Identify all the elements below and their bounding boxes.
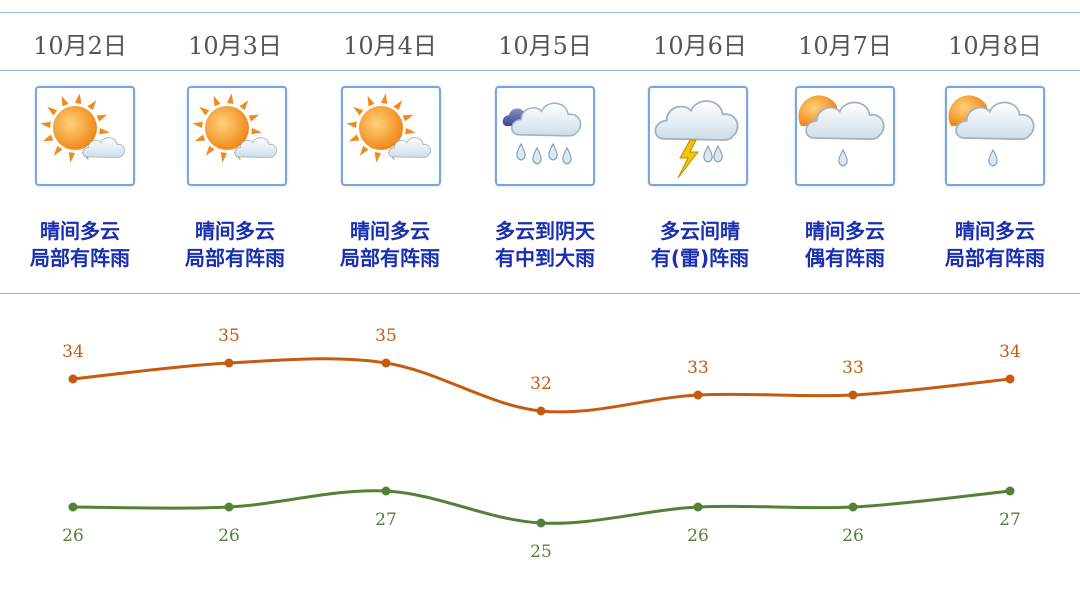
desc-line-2: 局部有阵雨 bbox=[30, 246, 130, 270]
high-temp-label: 33 bbox=[687, 358, 709, 378]
high-temp-label: 33 bbox=[842, 358, 864, 378]
desc-divider bbox=[0, 293, 1080, 294]
desc-line-1: 晴间多云 bbox=[195, 219, 275, 243]
day-date: 10月2日 bbox=[33, 32, 127, 60]
day-date: 10月4日 bbox=[343, 32, 437, 60]
desc-line-1: 多云到阴天 bbox=[495, 219, 595, 243]
high-temp-point bbox=[1005, 374, 1015, 384]
low-temp-label: 27 bbox=[375, 510, 397, 530]
high-temp-label: 35 bbox=[218, 326, 240, 346]
desc-line-2: 局部有阵雨 bbox=[340, 246, 440, 270]
low-temp-point bbox=[536, 518, 546, 528]
sun-cloud-icon bbox=[187, 86, 287, 186]
low-temp-label: 26 bbox=[842, 526, 864, 546]
low-temp-label: 26 bbox=[218, 526, 240, 546]
thunderstorm-icon bbox=[648, 86, 748, 186]
weather-description: 晴间多云 局部有阵雨 bbox=[315, 218, 465, 272]
low-temp-label: 27 bbox=[999, 510, 1021, 530]
weather-description: 晴间多云 局部有阵雨 bbox=[920, 218, 1070, 272]
sun-cloud-rain-icon bbox=[795, 86, 895, 186]
sun-cloud-rain-icon bbox=[945, 86, 1045, 186]
desc-line-2: 有中到大雨 bbox=[495, 246, 595, 270]
sun-cloud-icon bbox=[341, 86, 441, 186]
day-date: 10月3日 bbox=[188, 32, 282, 60]
high-temp-point bbox=[224, 358, 234, 368]
weather-description: 多云到阴天 有中到大雨 bbox=[470, 218, 620, 272]
weather-description: 晴间多云 局部有阵雨 bbox=[160, 218, 310, 272]
weather-description: 晴间多云 局部有阵雨 bbox=[5, 218, 155, 272]
weather-description: 晴间多云 偶有阵雨 bbox=[770, 218, 920, 272]
day-date: 10月5日 bbox=[498, 32, 592, 60]
heavy-rain-icon bbox=[495, 86, 595, 186]
low-temp-line bbox=[72, 489, 1011, 525]
desc-line-1: 晴间多云 bbox=[805, 219, 885, 243]
low-temp-point bbox=[693, 502, 703, 512]
low-temp-point bbox=[1005, 486, 1015, 496]
top-divider bbox=[0, 12, 1080, 13]
desc-line-2: 有(雷)阵雨 bbox=[650, 246, 750, 270]
weather-description: 多云间晴 有(雷)阵雨 bbox=[625, 218, 775, 272]
desc-line-1: 晴间多云 bbox=[350, 219, 430, 243]
low-temp-label: 25 bbox=[530, 542, 552, 562]
day-date: 10月6日 bbox=[653, 32, 747, 60]
desc-line-2: 偶有阵雨 bbox=[805, 246, 885, 270]
desc-line-1: 多云间晴 bbox=[660, 219, 740, 243]
high-temp-label: 35 bbox=[375, 326, 397, 346]
high-temp-point bbox=[536, 406, 546, 416]
low-temp-point bbox=[381, 486, 391, 496]
low-temp-point bbox=[848, 502, 858, 512]
high-temp-point bbox=[68, 374, 78, 384]
sun-cloud-icon bbox=[35, 86, 135, 186]
desc-line-2: 局部有阵雨 bbox=[945, 246, 1045, 270]
desc-line-1: 晴间多云 bbox=[955, 219, 1035, 243]
low-temp-point bbox=[68, 502, 78, 512]
high-temp-point bbox=[848, 390, 858, 400]
high-temp-point bbox=[381, 358, 391, 368]
low-temp-point bbox=[224, 502, 234, 512]
temperature-chart: 34 35 35 32 33 33 34 26 26 27 25 26 26 27 bbox=[62, 326, 1021, 562]
low-temp-label: 26 bbox=[687, 526, 709, 546]
high-temp-label: 34 bbox=[62, 342, 84, 362]
day-date: 10月8日 bbox=[948, 32, 1042, 60]
desc-line-1: 晴间多云 bbox=[40, 219, 120, 243]
day-date: 10月7日 bbox=[798, 32, 892, 60]
desc-line-2: 局部有阵雨 bbox=[185, 246, 285, 270]
date-divider bbox=[0, 70, 1080, 71]
low-temp-label: 26 bbox=[62, 526, 84, 546]
high-temp-label: 32 bbox=[530, 374, 552, 394]
high-temp-label: 34 bbox=[999, 342, 1021, 362]
high-temp-point bbox=[693, 390, 703, 400]
